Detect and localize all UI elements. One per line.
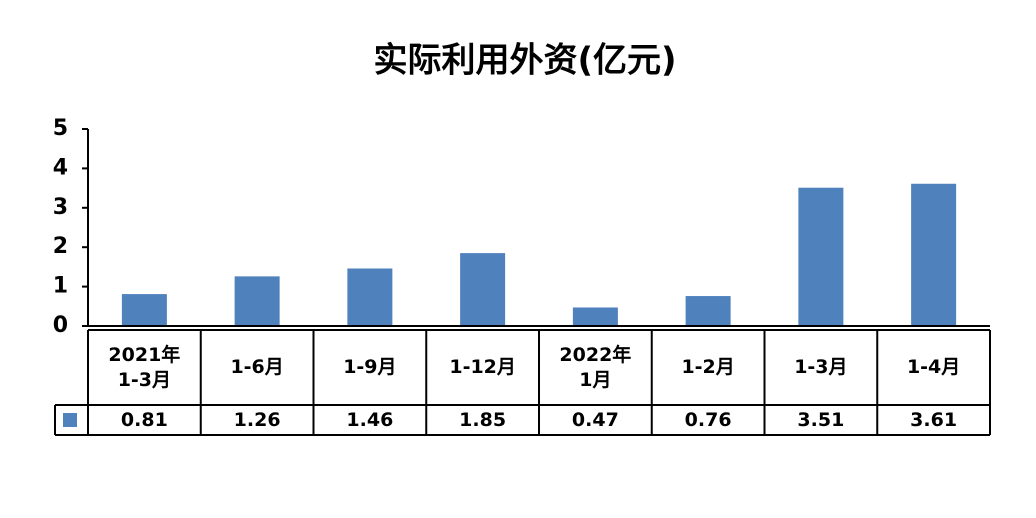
bar: [460, 253, 506, 326]
y-tick-label: 2: [53, 234, 68, 259]
data-label: 1.85: [459, 408, 507, 431]
bar: [685, 296, 731, 326]
bar: [347, 268, 393, 326]
data-label: 1.46: [346, 408, 394, 431]
data-label: 0.81: [120, 408, 168, 431]
x-tick-label: 1-2月: [681, 356, 735, 378]
data-label: 3.61: [910, 408, 958, 431]
x-tick-label: 1-6月: [230, 356, 284, 378]
bar: [798, 187, 844, 326]
bar: [911, 183, 957, 326]
legend-key: [63, 413, 77, 427]
x-tick-label: 2022年 1月: [559, 343, 632, 391]
y-tick-label: 5: [53, 116, 68, 141]
bar: [572, 307, 618, 326]
y-tick-label: 0: [53, 313, 68, 338]
data-label: 0.76: [684, 408, 732, 431]
bar: [121, 294, 167, 326]
data-label: 3.51: [797, 408, 845, 431]
x-tick-label: 1-12月: [449, 356, 516, 378]
bar: [234, 276, 280, 326]
x-tick-label: 2021年 1-3月: [108, 343, 181, 391]
data-label: 0.47: [571, 408, 619, 431]
y-tick-label: 3: [53, 195, 68, 220]
x-tick-label: 1-3月: [794, 356, 848, 378]
x-tick-label: 1-9月: [343, 356, 397, 378]
y-tick-label: 1: [53, 274, 68, 299]
data-label: 1.26: [233, 408, 281, 431]
x-tick-label: 1-4月: [906, 356, 961, 378]
y-tick-label: 4: [53, 155, 68, 180]
chart-title: 实际利用外资(亿元): [373, 41, 676, 81]
